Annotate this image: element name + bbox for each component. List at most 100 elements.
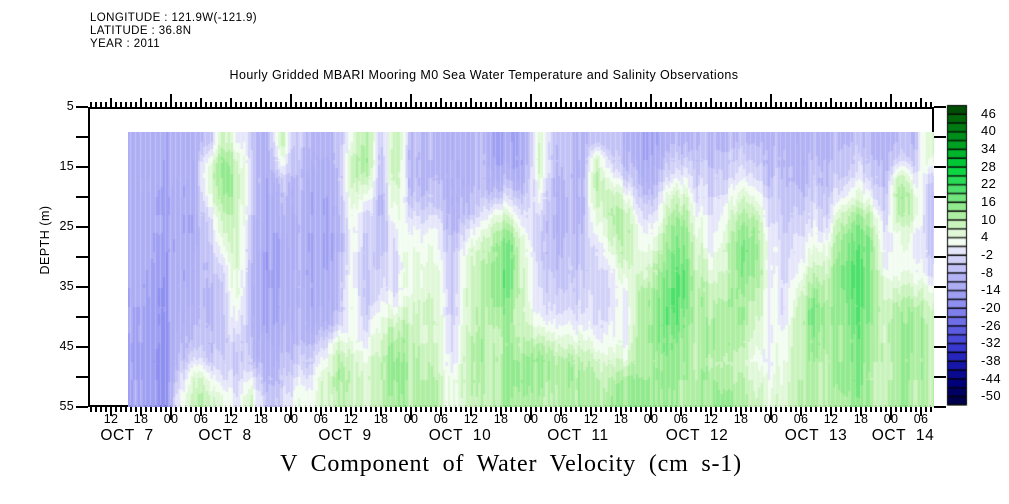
tick-mark <box>755 102 757 107</box>
tick-mark <box>180 407 182 412</box>
hour-tick-label: 12 <box>463 412 479 426</box>
tick-mark <box>934 256 946 258</box>
tick-mark <box>885 102 887 107</box>
tick-mark <box>245 102 247 107</box>
tick-mark <box>360 407 362 412</box>
tick-mark <box>375 102 377 107</box>
depth-tick-label: 5 <box>66 99 74 113</box>
colorbar-label: -2 <box>981 247 994 262</box>
tick-mark <box>925 407 927 412</box>
tick-mark <box>770 407 772 420</box>
date-label: OCT 12 <box>665 427 729 444</box>
tick-mark <box>655 407 657 412</box>
tick-mark <box>790 102 792 107</box>
date-label: OCT 8 <box>198 427 252 444</box>
tick-mark <box>76 226 88 228</box>
hour-tick-label: 00 <box>883 412 899 426</box>
hour-tick-label: 12 <box>343 412 359 426</box>
tick-mark <box>145 102 147 107</box>
tick-mark <box>130 407 132 412</box>
tick-mark <box>605 407 607 412</box>
tick-mark <box>615 102 617 107</box>
tick-mark <box>555 407 557 412</box>
hour-tick-label: 18 <box>373 412 389 426</box>
tick-mark <box>95 102 97 107</box>
tick-mark <box>885 407 887 412</box>
tick-mark <box>860 407 862 416</box>
tick-mark <box>120 407 122 412</box>
tick-mark <box>370 407 372 412</box>
tick-mark <box>185 102 187 107</box>
tick-mark <box>450 407 452 412</box>
tick-mark <box>620 98 622 107</box>
tick-mark <box>660 102 662 107</box>
tick-mark <box>920 98 922 107</box>
tick-mark <box>76 316 88 318</box>
date-label: OCT 7 <box>100 427 154 444</box>
tick-mark <box>865 102 867 107</box>
tick-mark <box>100 102 102 107</box>
tick-mark <box>470 98 472 107</box>
tick-mark <box>735 407 737 412</box>
tick-mark <box>905 102 907 107</box>
tick-mark <box>840 407 842 412</box>
colorbar-label: 28 <box>981 158 997 174</box>
tick-mark <box>850 102 852 107</box>
tick-mark <box>760 407 762 412</box>
tick-mark <box>770 94 772 107</box>
tick-mark <box>510 407 512 412</box>
tick-mark <box>160 102 162 107</box>
tick-mark <box>500 407 502 416</box>
tick-mark <box>645 407 647 412</box>
tick-mark <box>110 98 112 107</box>
hour-tick-label: 00 <box>403 412 419 426</box>
tick-mark <box>695 102 697 107</box>
tick-mark <box>625 407 627 412</box>
tick-mark <box>695 407 697 412</box>
tick-mark <box>780 407 782 412</box>
tick-mark <box>525 407 527 412</box>
tick-mark <box>455 102 457 107</box>
tick-mark <box>250 102 252 107</box>
tick-mark <box>490 407 492 412</box>
tick-mark <box>845 407 847 412</box>
tick-mark <box>934 106 946 108</box>
tick-mark <box>915 407 917 412</box>
hour-tick-label: 18 <box>253 412 269 426</box>
tick-mark <box>765 407 767 412</box>
hour-tick-label: 00 <box>163 412 179 426</box>
tick-mark <box>540 102 542 107</box>
tick-mark <box>850 407 852 412</box>
tick-mark <box>835 407 837 412</box>
tick-mark <box>155 407 157 412</box>
tick-mark <box>900 102 902 107</box>
plot-title: Hourly Gridded MBARI Mooring M0 Sea Wate… <box>229 68 739 82</box>
tick-mark <box>410 94 412 107</box>
tick-mark <box>865 407 867 412</box>
hour-tick-label: 12 <box>823 412 839 426</box>
depth-tick-label: 15 <box>59 159 74 173</box>
tick-mark <box>485 407 487 412</box>
tick-mark <box>490 102 492 107</box>
tick-mark <box>260 407 262 416</box>
colorbar-canvas <box>946 104 968 406</box>
tick-mark <box>665 407 667 412</box>
tick-mark <box>560 98 562 107</box>
tick-mark <box>340 102 342 107</box>
hour-tick-label: 00 <box>283 412 299 426</box>
colorbar-label: -8 <box>981 264 994 280</box>
tick-mark <box>365 407 367 412</box>
tick-mark <box>330 102 332 107</box>
tick-mark <box>76 256 88 258</box>
tick-mark <box>230 98 232 107</box>
tick-mark <box>200 407 202 416</box>
tick-mark <box>895 102 897 107</box>
tick-mark <box>740 407 742 416</box>
tick-mark <box>905 407 907 412</box>
tick-mark <box>505 407 507 412</box>
tick-mark <box>860 98 862 107</box>
tick-mark <box>210 102 212 107</box>
tick-mark <box>495 102 497 107</box>
tick-mark <box>700 407 702 412</box>
tick-mark <box>530 94 532 107</box>
